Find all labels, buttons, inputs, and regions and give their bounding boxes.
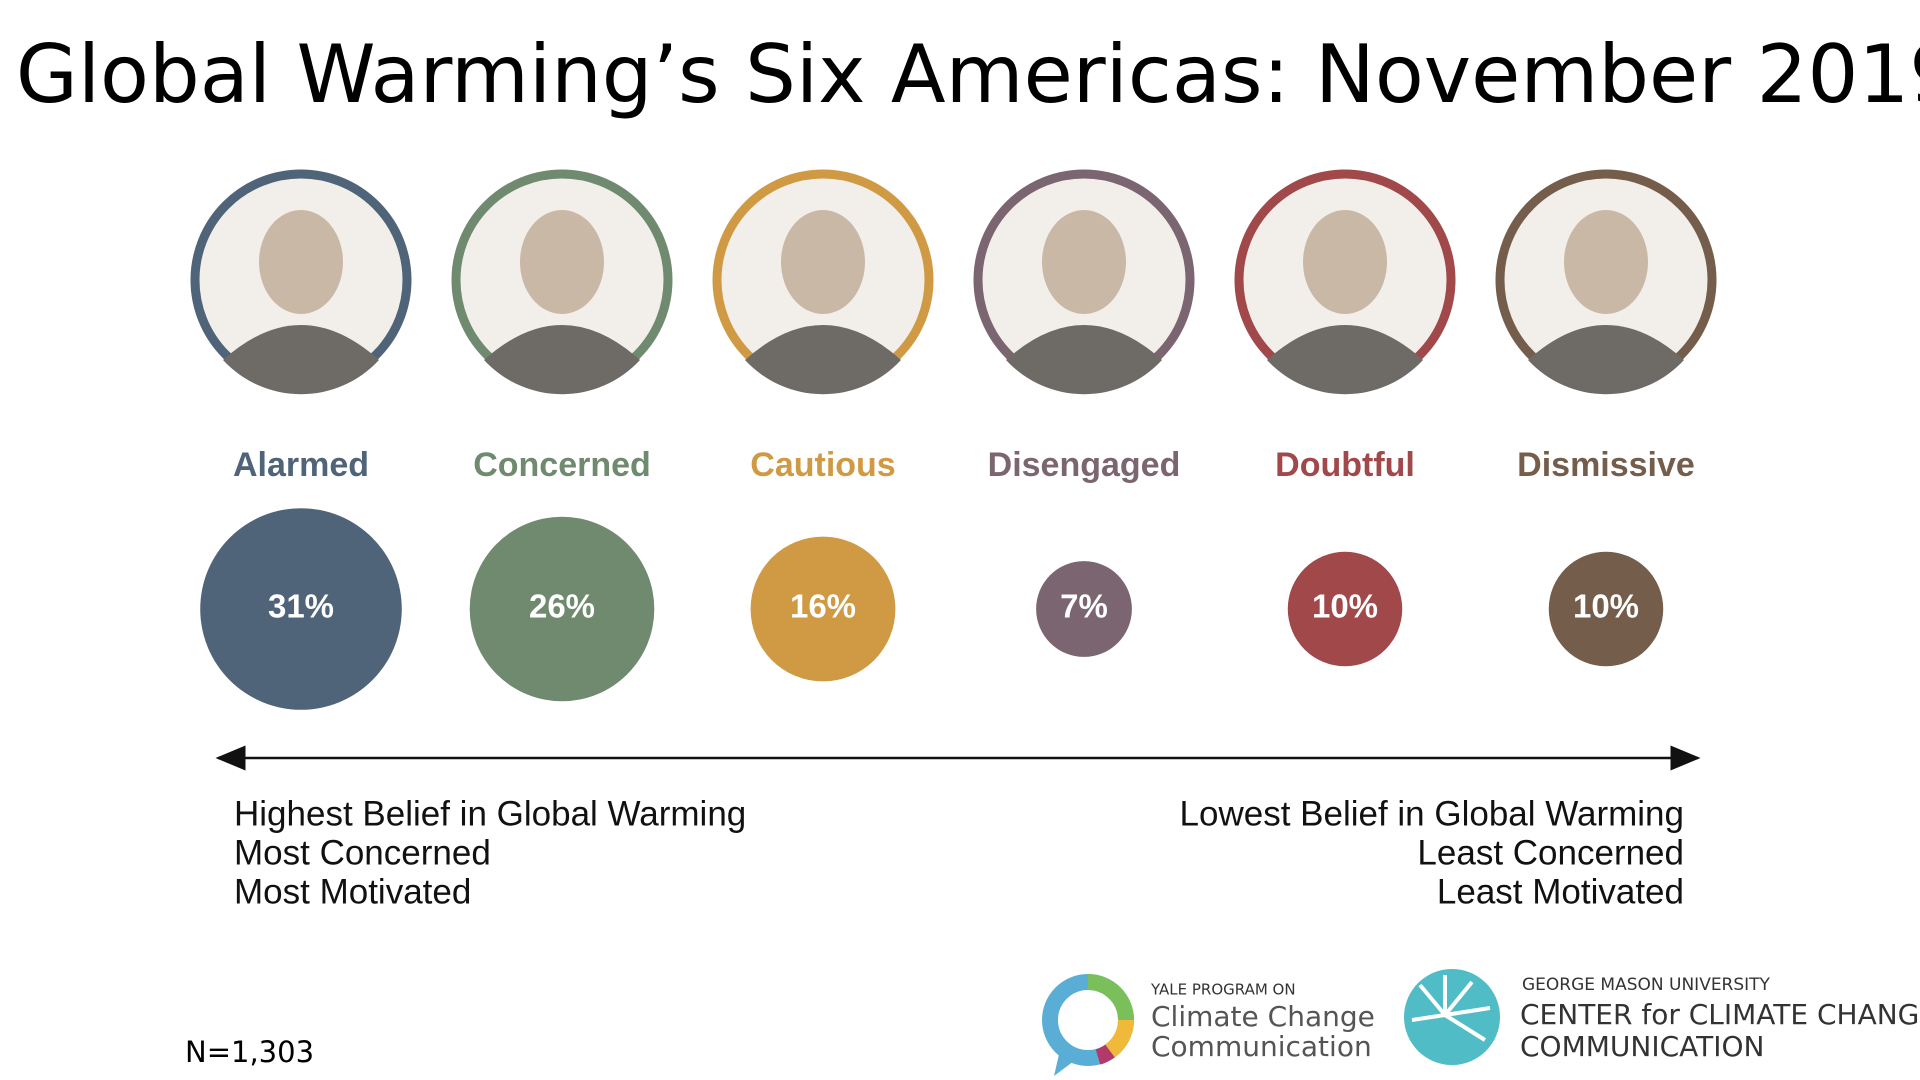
- annotation-line: Least Concerned: [1417, 833, 1684, 872]
- category-label: Alarmed: [233, 446, 369, 484]
- annotation-line: Highest Belief in Global Warming: [234, 794, 746, 833]
- portrait-shoulders: [745, 325, 901, 395]
- portrait-shoulders: [484, 325, 640, 395]
- logo-small-text: GEORGE MASON UNIVERSITY: [1522, 975, 1771, 995]
- annotation-line: Most Concerned: [234, 833, 491, 872]
- bubble: [469, 516, 655, 702]
- portrait: [712, 169, 934, 395]
- portrait: [190, 169, 412, 395]
- value-label: 26%: [529, 588, 595, 625]
- chart-title: Global Warming’s Six Americas: November …: [16, 28, 1920, 121]
- category-label: Disengaged: [988, 446, 1181, 484]
- portrait: [973, 169, 1195, 395]
- annotation-line: Lowest Belief in Global Warming: [1180, 794, 1684, 833]
- portrait-head: [520, 210, 604, 314]
- gmu-logo-text: GEORGE MASON UNIVERSITY CENTER for CLIMA…: [1520, 975, 1920, 1063]
- portrait: [1234, 169, 1456, 395]
- portrait: [1495, 169, 1717, 395]
- portrait-head: [259, 210, 343, 314]
- portrait-shoulders: [1528, 325, 1684, 395]
- category-label: Doubtful: [1275, 446, 1415, 484]
- value-label: 10%: [1573, 588, 1639, 625]
- value-label: 7%: [1060, 588, 1108, 625]
- category-label: Cautious: [750, 446, 895, 484]
- portrait-head: [1303, 210, 1387, 314]
- portrait-head: [1564, 210, 1648, 314]
- category-label: Dismissive: [1517, 446, 1695, 484]
- logo-text: Communication: [1151, 1030, 1372, 1063]
- portrait-shoulders: [223, 325, 379, 395]
- category-label: Concerned: [473, 446, 651, 484]
- value-label: 16%: [790, 588, 856, 625]
- portrait-head: [1042, 210, 1126, 314]
- logo-text: CENTER for CLIMATE CHANGE: [1520, 998, 1920, 1031]
- logo-text: Climate Change: [1151, 1000, 1375, 1033]
- yale-logo-icon: [1042, 974, 1134, 1076]
- logo-small-text: YALE PROGRAM ON: [1150, 981, 1296, 999]
- annotation-line: Least Motivated: [1437, 872, 1684, 911]
- portrait: [451, 169, 673, 395]
- gmu-logo-icon: [1404, 969, 1500, 1065]
- logo-text: COMMUNICATION: [1520, 1030, 1764, 1063]
- portrait-shoulders: [1006, 325, 1162, 395]
- value-label: 31%: [268, 588, 334, 625]
- bubble: [200, 508, 402, 710]
- bubble: [1287, 551, 1403, 667]
- annotation-line: Most Motivated: [234, 872, 471, 911]
- bubble: [1548, 551, 1664, 667]
- portrait-shoulders: [1267, 325, 1423, 395]
- value-label: 10%: [1312, 588, 1378, 625]
- portrait-head: [781, 210, 865, 314]
- yale-logo-text: YALE PROGRAM ON Climate Change Communica…: [1150, 981, 1375, 1064]
- sample-note: N=1,303: [185, 1035, 314, 1069]
- bubble: [1036, 561, 1132, 657]
- bubble: [750, 536, 896, 682]
